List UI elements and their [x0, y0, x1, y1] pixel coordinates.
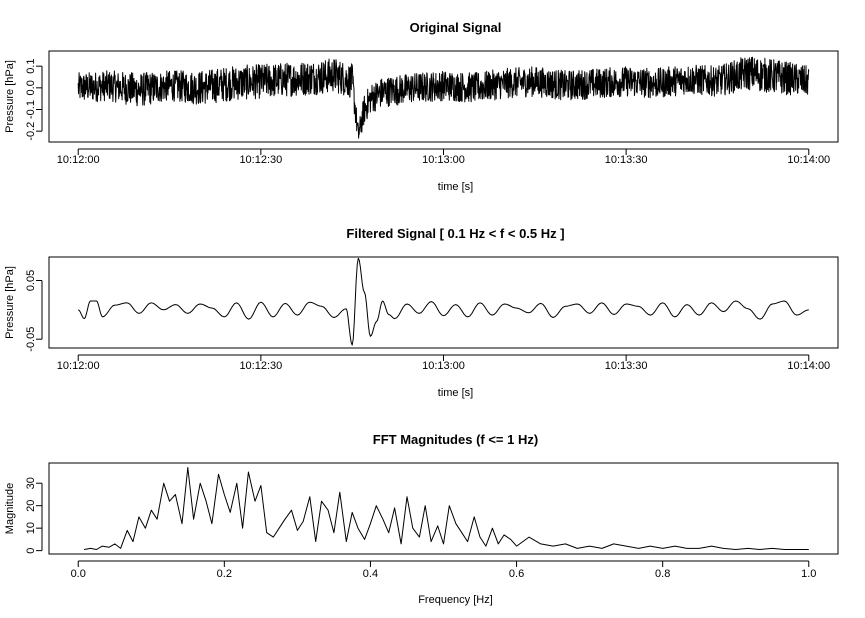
x-tick-label: 0.6 — [509, 568, 524, 580]
x-tick-label: 10:13:00 — [422, 360, 465, 372]
x-tick-label: 1.0 — [801, 568, 816, 580]
plot-frame — [48, 462, 839, 555]
y-tick-label: 0.05 — [25, 270, 37, 291]
y-tick-label: 0.1 — [25, 59, 37, 74]
y-tick-label: 20 — [25, 500, 37, 512]
x-axis-label: Frequency [Hz] — [418, 594, 493, 606]
x-axis-label: time [s] — [438, 387, 473, 399]
y-axis-label: Pressure [hPa] — [4, 60, 16, 133]
y-tick-label: -0.05 — [25, 327, 37, 352]
y-tick-label: 30 — [25, 477, 37, 489]
series-line-2 — [77, 258, 809, 346]
x-axis-label: time [s] — [438, 181, 473, 193]
x-tick-label: 0.4 — [363, 568, 378, 580]
x-tick-label: 0.8 — [655, 568, 670, 580]
series-line-1 — [77, 56, 810, 139]
x-tick-label: 10:13:00 — [422, 154, 465, 166]
x-tick-label: 10:14:00 — [787, 154, 830, 166]
chart-panel-2: Filtered Signal [ 0.1 Hz < f < 0.5 Hz ] t… — [4, 226, 839, 399]
x-tick-label: 10:12:00 — [57, 360, 100, 372]
x-tick-label: 10:12:00 — [57, 154, 100, 166]
y-axis-label: Magnitude — [4, 483, 16, 534]
x-tick-label: 10:12:30 — [239, 154, 282, 166]
x-tick-label: 10:14:00 — [787, 360, 830, 372]
y-tick-label: 10 — [25, 522, 37, 534]
chart-panel-1: Original Signal time [s] Pressure [hPa] 10:… — [4, 20, 839, 193]
x-tick-label: 10:12:30 — [239, 360, 282, 372]
y-tick-label: 0.0 — [25, 80, 37, 95]
y-tick-label: -0.1 — [25, 100, 37, 119]
x-tick-label: 0.2 — [217, 568, 232, 580]
plot-frame — [48, 50, 839, 143]
y-tick-label: 0 — [25, 548, 37, 554]
chart-title: FFT Magnitudes (f <= 1 Hz) — [373, 432, 538, 447]
chart-title: Original Signal — [410, 20, 502, 35]
chart-title: Filtered Signal [ 0.1 Hz < f < 0.5 Hz ] — [346, 226, 564, 241]
series-line-3 — [84, 467, 809, 550]
x-tick-label: 10:13:30 — [605, 154, 648, 166]
y-axis-label: Pressure [hPa] — [4, 266, 16, 339]
chart-panel-3: FFT Magnitudes (f <= 1 Hz) Frequency [Hz]… — [4, 432, 839, 606]
x-tick-label: 0.0 — [71, 568, 86, 580]
y-tick-label: -0.2 — [25, 122, 37, 141]
x-tick-label: 10:13:30 — [605, 360, 648, 372]
plot-frame — [48, 256, 839, 349]
